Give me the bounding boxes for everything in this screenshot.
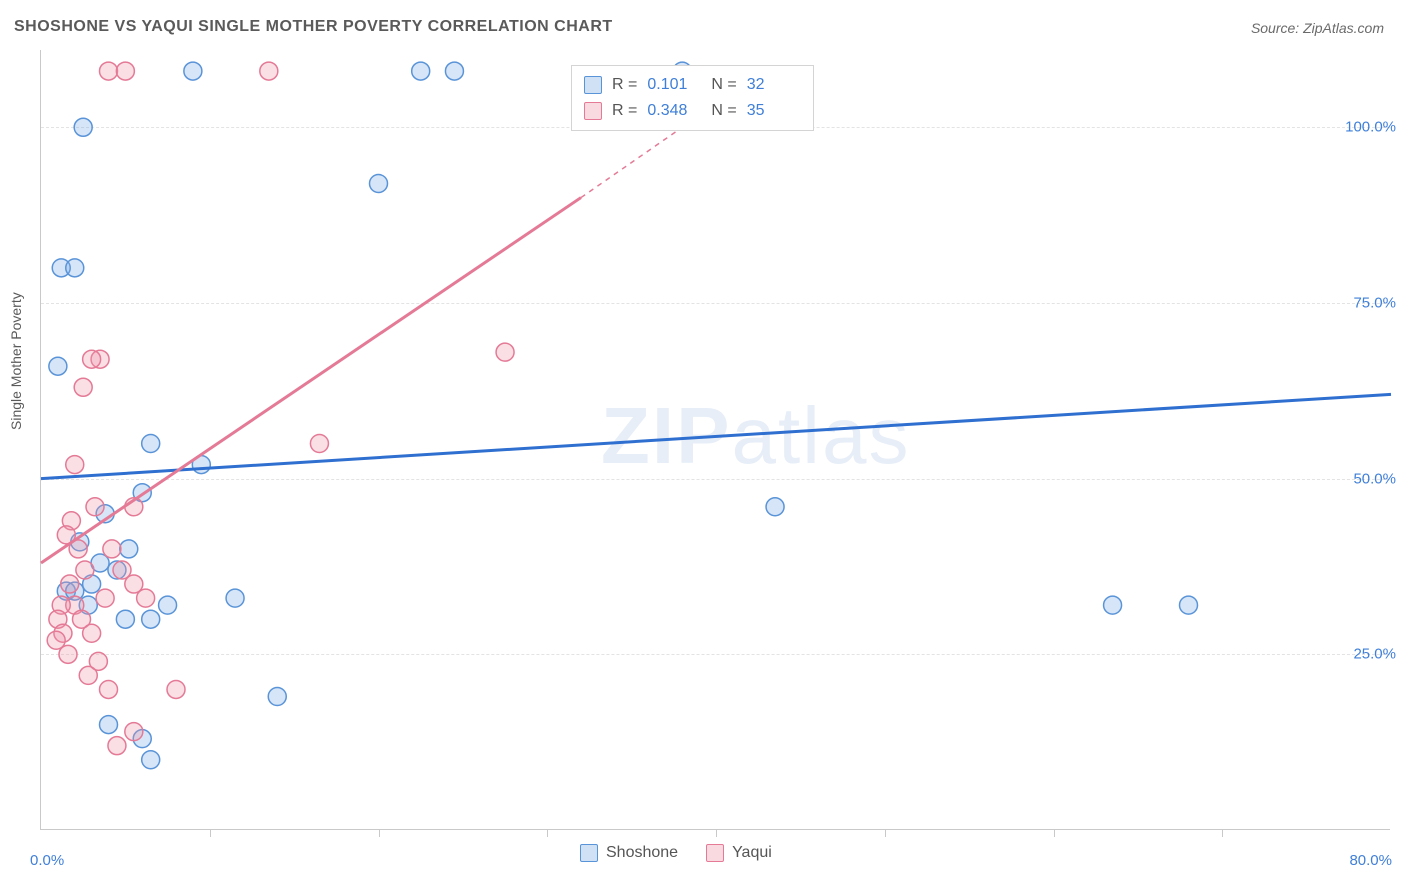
scatter-point (49, 357, 67, 375)
scatter-point (159, 596, 177, 614)
y-tick-label: 100.0% (1345, 119, 1396, 136)
chart-plot-area: ZIPatlas R = 0.101 N = 32 R = 0.348 N = … (40, 50, 1390, 830)
x-tick (1222, 829, 1223, 837)
legend-label: Shoshone (606, 844, 678, 862)
y-tick-label: 25.0% (1353, 646, 1396, 663)
x-axis-min-label: 0.0% (30, 852, 64, 869)
scatter-point (766, 498, 784, 516)
scatter-point (142, 435, 160, 453)
scatter-point (226, 589, 244, 607)
legend-label: Yaqui (732, 844, 772, 862)
scatter-point (167, 680, 185, 698)
scatter-point (59, 645, 77, 663)
scatter-plot-svg (41, 50, 1390, 829)
regression-line-shoshone (41, 394, 1391, 478)
legend-n-value: 32 (747, 76, 801, 94)
legend-r-value: 0.101 (647, 76, 701, 94)
scatter-point (76, 561, 94, 579)
x-axis-max-label: 80.0% (1349, 852, 1392, 869)
swatch-icon (580, 844, 598, 862)
scatter-point (1180, 596, 1198, 614)
scatter-point (66, 456, 84, 474)
scatter-point (83, 624, 101, 642)
legend-n-label: N = (711, 102, 736, 120)
scatter-point (496, 343, 514, 361)
swatch-icon (584, 102, 602, 120)
scatter-point (83, 350, 101, 368)
scatter-point (74, 118, 92, 136)
scatter-point (125, 723, 143, 741)
chart-title: SHOSHONE VS YAQUI SINGLE MOTHER POVERTY … (14, 18, 613, 36)
source-label: Source: ZipAtlas.com (1251, 20, 1384, 36)
x-tick (379, 829, 380, 837)
series-legend: Shoshone Yaqui (580, 844, 772, 862)
scatter-point (108, 737, 126, 755)
scatter-point (268, 687, 286, 705)
scatter-point (61, 575, 79, 593)
scatter-point (260, 62, 278, 80)
scatter-point (100, 62, 118, 80)
scatter-point (100, 716, 118, 734)
scatter-point (1104, 596, 1122, 614)
scatter-point (310, 435, 328, 453)
legend-n-label: N = (711, 76, 736, 94)
y-axis-label: Single Mother Poverty (8, 292, 24, 430)
swatch-icon (706, 844, 724, 862)
scatter-point (89, 652, 107, 670)
correlation-legend: R = 0.101 N = 32 R = 0.348 N = 35 (571, 65, 814, 131)
x-tick (716, 829, 717, 837)
y-tick-label: 75.0% (1353, 294, 1396, 311)
swatch-icon (584, 76, 602, 94)
y-tick-label: 50.0% (1353, 470, 1396, 487)
legend-r-value: 0.348 (647, 102, 701, 120)
scatter-point (116, 62, 134, 80)
scatter-point (96, 589, 114, 607)
x-tick (1054, 829, 1055, 837)
scatter-point (142, 751, 160, 769)
scatter-point (120, 540, 138, 558)
x-tick (547, 829, 548, 837)
legend-item-yaqui: Yaqui (706, 844, 772, 862)
legend-row-shoshone: R = 0.101 N = 32 (584, 72, 801, 98)
scatter-point (100, 680, 118, 698)
scatter-point (142, 610, 160, 628)
scatter-point (137, 589, 155, 607)
legend-row-yaqui: R = 0.348 N = 35 (584, 98, 801, 124)
legend-r-label: R = (612, 102, 637, 120)
scatter-point (412, 62, 430, 80)
scatter-point (86, 498, 104, 516)
legend-item-shoshone: Shoshone (580, 844, 678, 862)
regression-line-yaqui (41, 198, 581, 563)
x-tick (885, 829, 886, 837)
regression-line-yaqui-dash (581, 127, 682, 197)
scatter-point (66, 259, 84, 277)
scatter-point (445, 62, 463, 80)
scatter-point (184, 62, 202, 80)
legend-r-label: R = (612, 76, 637, 94)
x-tick (210, 829, 211, 837)
legend-n-value: 35 (747, 102, 801, 120)
scatter-point (116, 610, 134, 628)
scatter-point (103, 540, 121, 558)
scatter-point (370, 175, 388, 193)
scatter-point (74, 378, 92, 396)
